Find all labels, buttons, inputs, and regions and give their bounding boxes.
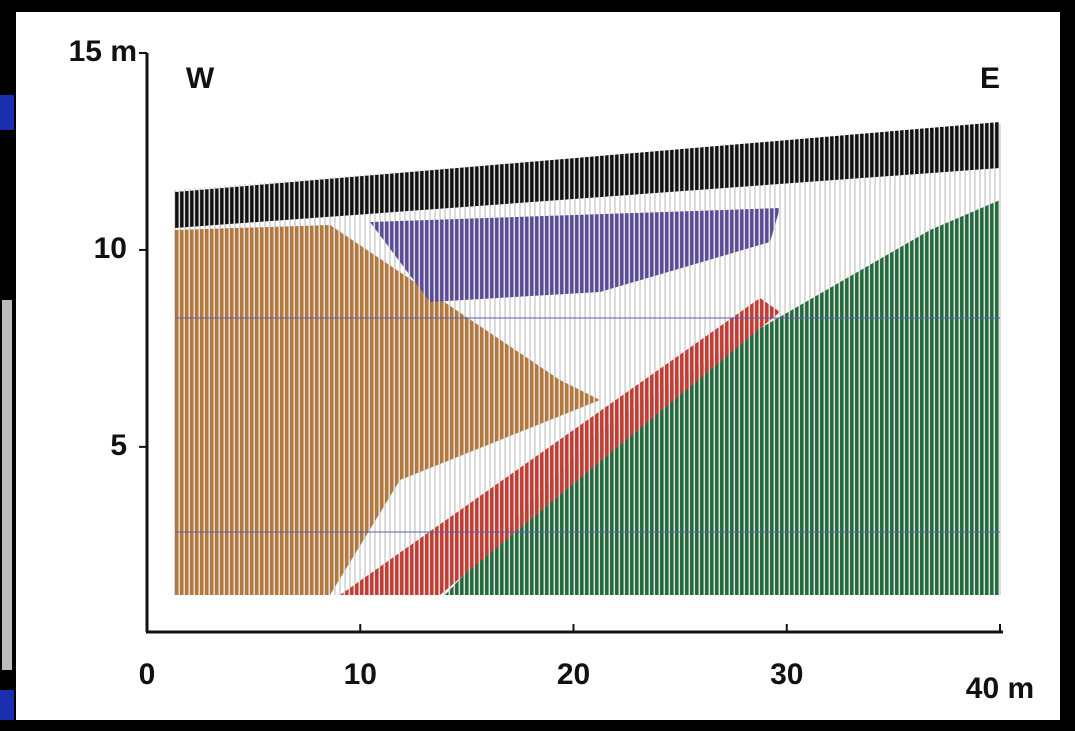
event-zone (445, 200, 1000, 595)
y-tick-label: 15 m (69, 35, 137, 68)
y-tick-label: 10 (94, 232, 127, 265)
y-tick-label: 5 (110, 429, 127, 462)
x-tick-label: 10 (344, 658, 377, 691)
annotation: E (980, 62, 1000, 95)
side-bar (0, 95, 14, 130)
x-tick-label: 20 (557, 658, 590, 691)
x-tick-label: 40 m (966, 672, 1034, 705)
side-strip (2, 300, 12, 670)
wiggle-section (174, 122, 1001, 595)
annotation: W (186, 62, 215, 95)
side-bar (0, 690, 14, 720)
event-zone (175, 122, 1000, 228)
x-tick-label: 30 (770, 658, 803, 691)
x-tick-label: 0 (139, 658, 156, 691)
